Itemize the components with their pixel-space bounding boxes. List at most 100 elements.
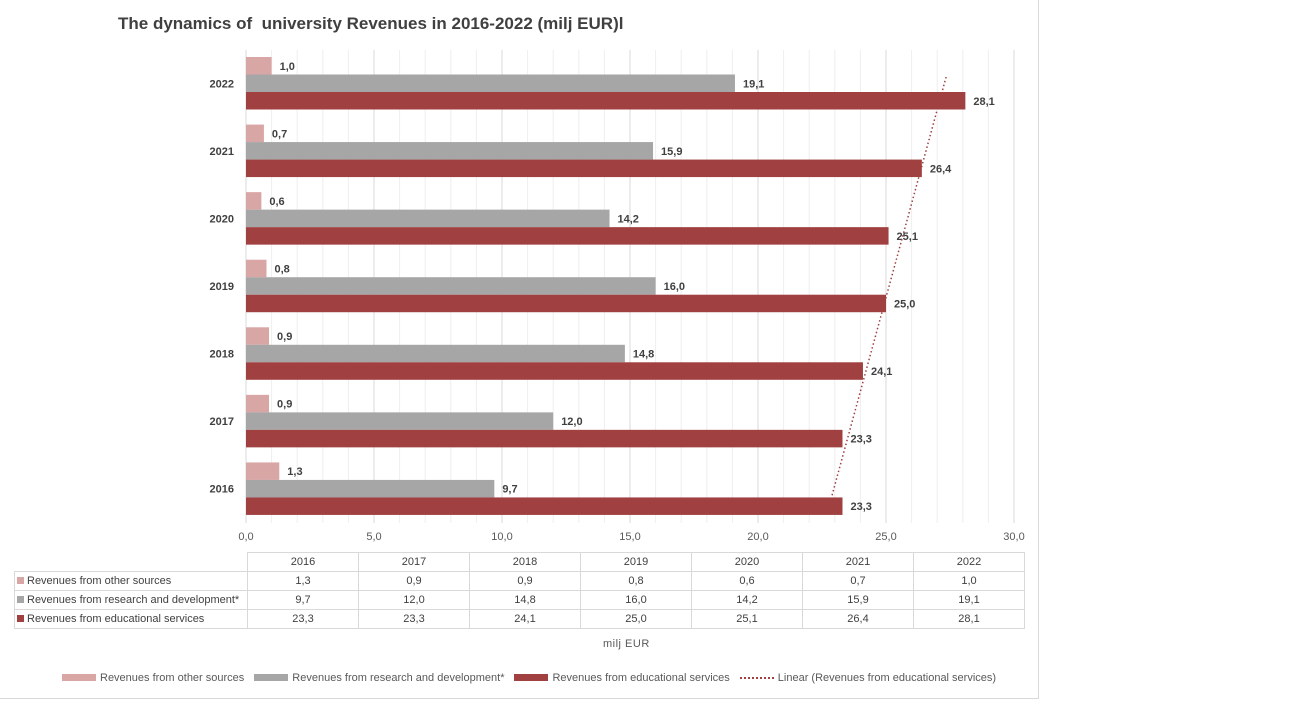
data-label: 1,0 — [280, 61, 295, 73]
bar — [246, 227, 889, 245]
legend-swatch-icon — [62, 673, 96, 681]
legend-item: Revenues from other sources — [62, 672, 244, 684]
data-table-row-label: Revenues from research and development* — [14, 590, 248, 610]
data-table-year: 2021 — [802, 552, 914, 572]
data-table-cell: 0,9 — [469, 571, 581, 591]
data-label: 24,1 — [871, 366, 892, 378]
data-table-cell: 19,1 — [913, 590, 1025, 610]
data-table-cell: 25,1 — [691, 609, 803, 629]
x-tick-label: 25,0 — [875, 531, 896, 543]
bar — [246, 412, 554, 430]
data-table-cell: 24,1 — [469, 609, 581, 629]
bar — [246, 497, 843, 515]
x-axis-label: milj EUR — [603, 638, 650, 650]
bar — [246, 394, 270, 413]
bar — [246, 209, 610, 228]
data-table-row-label: Revenues from other sources — [14, 571, 248, 591]
y-category-label: 2018 — [210, 349, 234, 361]
data-table-year: 2019 — [580, 552, 692, 572]
data-table-cell: 1,0 — [913, 571, 1025, 591]
data-label: 1,3 — [287, 466, 302, 478]
data-table-cell: 28,1 — [913, 609, 1025, 629]
data-table-cell: 14,2 — [691, 590, 803, 610]
bar — [246, 462, 280, 480]
x-tick-label: 15,0 — [619, 531, 640, 543]
x-tick-label: 0,0 — [238, 531, 253, 543]
legend: Revenues from other sources Revenues from… — [62, 672, 1006, 684]
data-label: 0,6 — [269, 196, 284, 208]
data-label: 0,9 — [277, 331, 292, 343]
x-tick-label: 30,0 — [1003, 531, 1024, 543]
chart-title: The dynamics of university Revenues in 2… — [118, 14, 624, 33]
data-table-cell: 25,0 — [580, 609, 692, 629]
data-label: 28,1 — [973, 96, 994, 108]
bar — [246, 362, 863, 380]
data-label: 0,8 — [274, 263, 289, 275]
legend-swatch-icon — [514, 673, 549, 681]
y-category-label: 2020 — [210, 213, 234, 225]
data-table: 2016 2017 2018 2019 2020 2021 2022 Revenues fr… — [14, 552, 1025, 629]
legend-trendline-icon — [739, 677, 774, 680]
data-table-cell: 12,0 — [358, 590, 470, 610]
data-table-cell: 0,9 — [358, 571, 470, 591]
data-table-cell: 23,3 — [247, 609, 359, 629]
data-table-cell: 26,4 — [802, 609, 914, 629]
bar — [246, 327, 270, 345]
bar — [246, 294, 886, 313]
data-label: 0,7 — [272, 128, 287, 140]
data-label: 26,4 — [930, 163, 952, 175]
data-table-cell: 0,8 — [580, 571, 692, 591]
y-category-label: 2017 — [210, 416, 234, 428]
legend-item-trendline: Linear (Revenues from educational servic… — [739, 672, 996, 684]
data-label: 12,0 — [561, 416, 582, 428]
bar — [246, 124, 264, 143]
bar — [246, 57, 272, 75]
data-table-year: 2017 — [358, 552, 470, 572]
legend-swatch-icon — [254, 673, 289, 681]
legend-key-icon — [17, 595, 24, 603]
data-label: 15,9 — [661, 146, 682, 158]
data-label: 25,1 — [897, 231, 918, 243]
y-category-label: 2019 — [210, 281, 234, 293]
bar — [246, 277, 656, 295]
data-table-row-label: Revenues from educational services — [14, 609, 248, 629]
data-label: 14,8 — [633, 349, 654, 361]
data-table-year: 2018 — [469, 552, 581, 572]
data-table-cell: 0,6 — [691, 571, 803, 591]
data-label: 25,0 — [894, 298, 915, 310]
bar — [246, 142, 654, 160]
y-category-label: 2021 — [210, 146, 234, 158]
data-table-cell: 9,7 — [247, 590, 359, 610]
data-table-cell: 14,8 — [469, 590, 581, 610]
legend-item: Revenues from research and development* — [254, 672, 504, 684]
x-tick-label: 20,0 — [747, 531, 768, 543]
bar — [246, 479, 495, 498]
bar — [246, 74, 735, 92]
y-category-label: 2022 — [210, 78, 234, 90]
data-table-year: 2016 — [247, 552, 359, 572]
bar — [246, 344, 625, 363]
data-table-cell: 0,7 — [802, 571, 914, 591]
bar — [246, 192, 262, 210]
bar — [246, 159, 922, 178]
data-label: 19,1 — [743, 78, 764, 90]
bar — [246, 259, 267, 278]
bar — [246, 429, 843, 448]
legend-key-icon — [17, 576, 24, 584]
data-label: 14,2 — [618, 213, 639, 225]
data-table-cell: 23,3 — [358, 609, 470, 629]
data-label: 23,3 — [850, 434, 871, 446]
data-label: 9,7 — [502, 484, 517, 496]
x-tick-label: 5,0 — [366, 531, 381, 543]
data-table-cell: 1,3 — [247, 571, 359, 591]
data-table-corner — [14, 552, 248, 572]
data-label: 0,9 — [277, 399, 292, 411]
data-table-year: 2022 — [913, 552, 1025, 572]
y-category-label: 2016 — [210, 484, 234, 496]
x-tick-label: 10,0 — [491, 531, 512, 543]
data-table-cell: 15,9 — [802, 590, 914, 610]
legend-item: Revenues from educational services — [514, 672, 730, 684]
legend-key-icon — [17, 614, 24, 622]
data-table-cell: 16,0 — [580, 590, 692, 610]
